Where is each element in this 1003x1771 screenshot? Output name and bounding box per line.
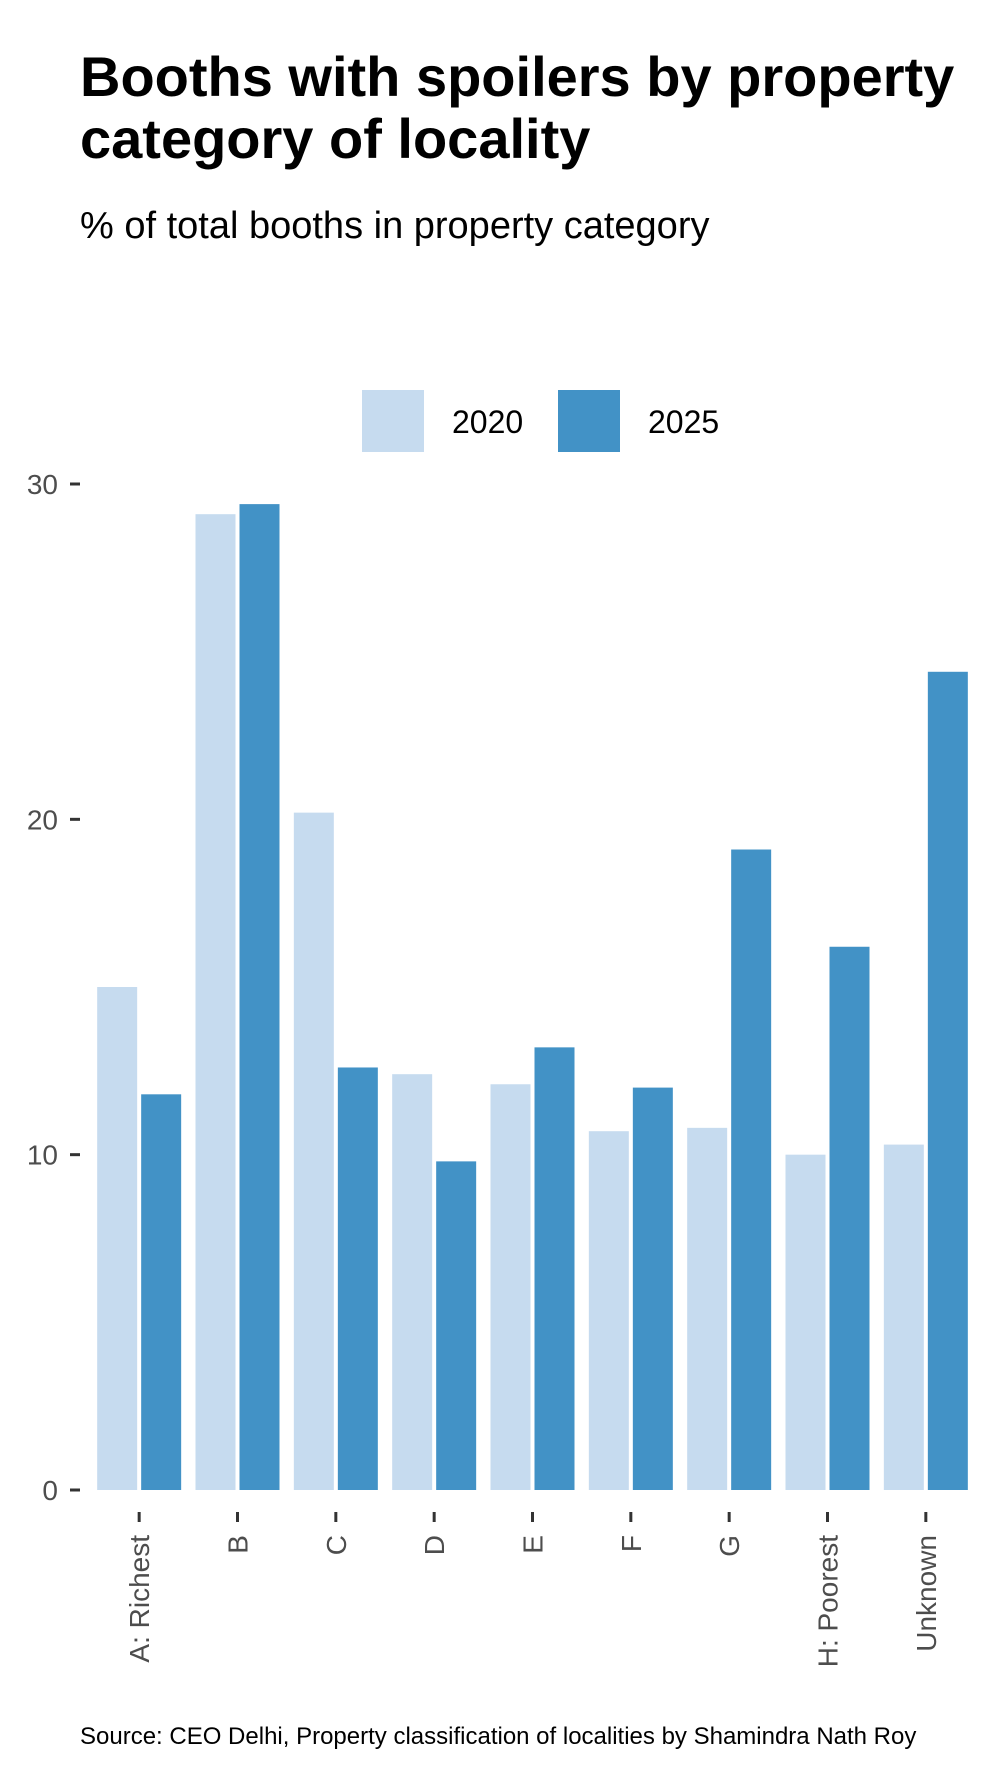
bar-2025-h-poorest (829, 946, 870, 1490)
bar-2025-d (436, 1161, 477, 1490)
bar-2025-e (534, 1047, 575, 1490)
bar-2025-g (731, 849, 772, 1490)
bar-2025-f (632, 1087, 673, 1490)
bar-2025-c (337, 1067, 378, 1490)
bar-2020-c (293, 812, 334, 1490)
x-tick-label: G (714, 1535, 745, 1557)
chart-subtitle: % of total booths in property category (80, 205, 710, 247)
y-tick-label: 10 (27, 1140, 58, 1171)
bar-2020-unknown (883, 1144, 924, 1490)
x-tick-label: F (616, 1535, 647, 1552)
x-tick-label: B (223, 1535, 254, 1554)
bar-2020-h-poorest (785, 1154, 826, 1490)
y-tick-label: 30 (27, 469, 58, 500)
chart-caption: Source: CEO Delhi, Property classificati… (80, 1723, 917, 1750)
y-axis: 0 10 20 30 (27, 469, 80, 1506)
legend-swatch-2025 (558, 390, 620, 452)
bar-2025-a-richest (141, 1094, 182, 1490)
x-tick-label: C (321, 1535, 352, 1555)
chart-legend: 2020 2025 (362, 390, 719, 452)
bar-2020-a-richest (97, 987, 138, 1490)
bar-2020-e (490, 1084, 531, 1490)
x-tick-label: A: Richest (124, 1535, 155, 1663)
bar-2020-b (195, 514, 236, 1490)
bar-2025-b (239, 504, 280, 1490)
bar-2020-d (392, 1074, 433, 1490)
legend-label-2020: 2020 (452, 404, 523, 440)
y-tick-label: 20 (27, 804, 58, 835)
x-tick-label: H: Poorest (813, 1535, 844, 1667)
x-tick-label: E (518, 1535, 549, 1554)
x-tick-label: Unknown (911, 1535, 942, 1652)
x-tick-label: D (419, 1535, 450, 1555)
bar-2025-unknown (927, 671, 968, 1490)
y-tick-label: 0 (42, 1475, 58, 1506)
bar-2020-f (588, 1131, 629, 1490)
chart-title: Booths with spoilers by property categor… (80, 45, 955, 170)
bar-2020-g (687, 1127, 728, 1490)
bars (97, 504, 968, 1490)
legend-swatch-2020 (362, 390, 424, 452)
x-axis: A: Richest B C D E F G H: Poorest Unknown (124, 1512, 942, 1667)
legend-label-2025: 2025 (648, 404, 719, 440)
